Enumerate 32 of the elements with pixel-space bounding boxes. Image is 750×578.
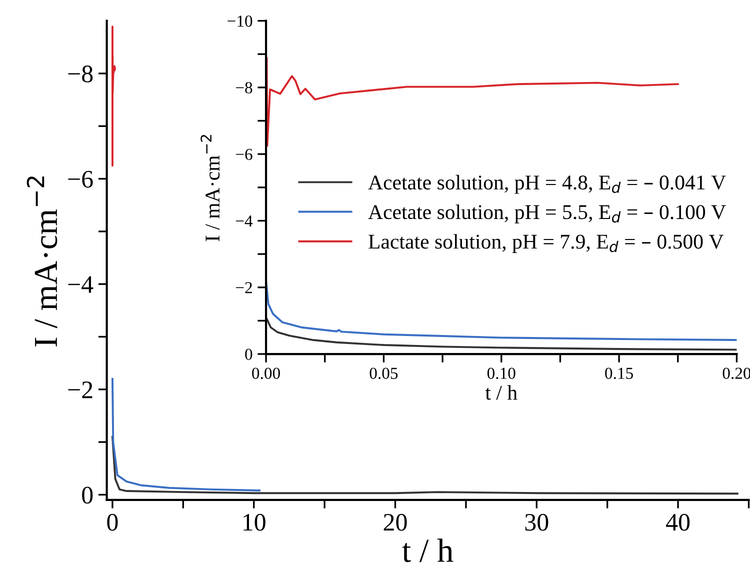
x-tick-label: 40 xyxy=(666,514,690,531)
x-axis-title: t / h xyxy=(402,538,454,562)
legend-label: Acetate solution, pH = 5.5, E$_{d}$ = – 0.100 V xyxy=(368,204,726,224)
line-series xyxy=(266,56,679,147)
legend-label: Lactate solution, pH = 7.9, E$_{d}$ = – 0.500 V xyxy=(368,234,724,253)
x-tick-label: 0.10 xyxy=(487,368,516,380)
line-series xyxy=(111,378,260,492)
x-tick-label: 0 xyxy=(107,514,118,531)
y-tick-label: −8 xyxy=(68,66,93,82)
x-tick-label: 20 xyxy=(384,514,407,531)
y-tick-label: −6 xyxy=(68,170,93,188)
line-series xyxy=(111,436,738,495)
x-axis-title: t / h xyxy=(485,385,518,400)
y-tick-label: 0 xyxy=(82,486,93,504)
y-tick-label: −2 xyxy=(236,282,252,294)
x-tick-label: 0.05 xyxy=(370,368,398,380)
y-tick-label: −6 xyxy=(236,148,252,160)
x-tick-label: 10 xyxy=(244,514,266,531)
y-tick-label: −4 xyxy=(236,216,253,227)
line-series xyxy=(266,316,737,351)
y-axis-title: I / mA·cm$^{−2}$ xyxy=(26,176,58,347)
y-tick-label: −4 xyxy=(68,276,94,293)
line-series xyxy=(111,26,116,167)
y-tick-label: −8 xyxy=(236,82,252,94)
y-axis-title: I / mA·cm$^{−2}$ xyxy=(200,134,220,242)
x-tick-label: 0.15 xyxy=(605,368,633,380)
y-tick-label: −10 xyxy=(228,16,252,27)
x-tick-label: 0.00 xyxy=(252,368,280,380)
y-tick-label: 0 xyxy=(245,348,252,360)
y-tick-label: −2 xyxy=(68,382,92,398)
legend-label: Acetate solution, pH = 4.8, E$_{d}$ = – 0.041 V xyxy=(368,174,726,194)
x-tick-label: 30 xyxy=(525,514,548,531)
